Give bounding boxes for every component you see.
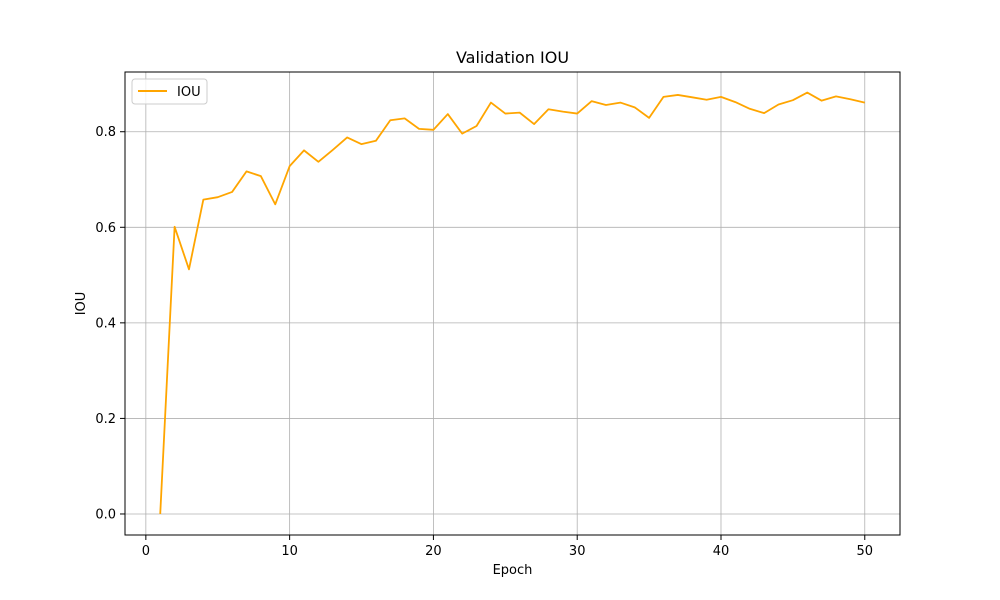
legend: IOU xyxy=(131,78,208,105)
plot-frame xyxy=(124,71,901,536)
legend-entry-iou: IOU xyxy=(177,85,201,100)
x-tick-label: 20 xyxy=(425,544,442,559)
series-line-iou xyxy=(159,91,865,515)
y-tick-label: 0.4 xyxy=(95,316,116,331)
x-axis-label: Epoch xyxy=(493,563,533,578)
x-tick-label: 50 xyxy=(856,544,873,559)
y-tick-label: 0.0 xyxy=(95,507,116,522)
y-tick-label: 0.6 xyxy=(95,221,116,236)
legend-box xyxy=(131,78,208,105)
y-tick-label: 0.8 xyxy=(95,125,116,140)
x-tick-label: 0 xyxy=(142,544,150,559)
x-tick-label: 40 xyxy=(713,544,730,559)
tick-layer: 0 10 20 30 40 50 0.0 0.2 0.4 0.6 0.8 xyxy=(95,125,873,559)
x-tick-label: 10 xyxy=(281,544,298,559)
series-layer xyxy=(159,91,865,515)
grid xyxy=(125,72,900,535)
x-tick-label: 30 xyxy=(569,544,586,559)
y-tick-label: 0.2 xyxy=(95,412,116,427)
y-axis-label: IOU xyxy=(74,292,89,316)
chart-title: Validation IOU xyxy=(456,48,569,67)
